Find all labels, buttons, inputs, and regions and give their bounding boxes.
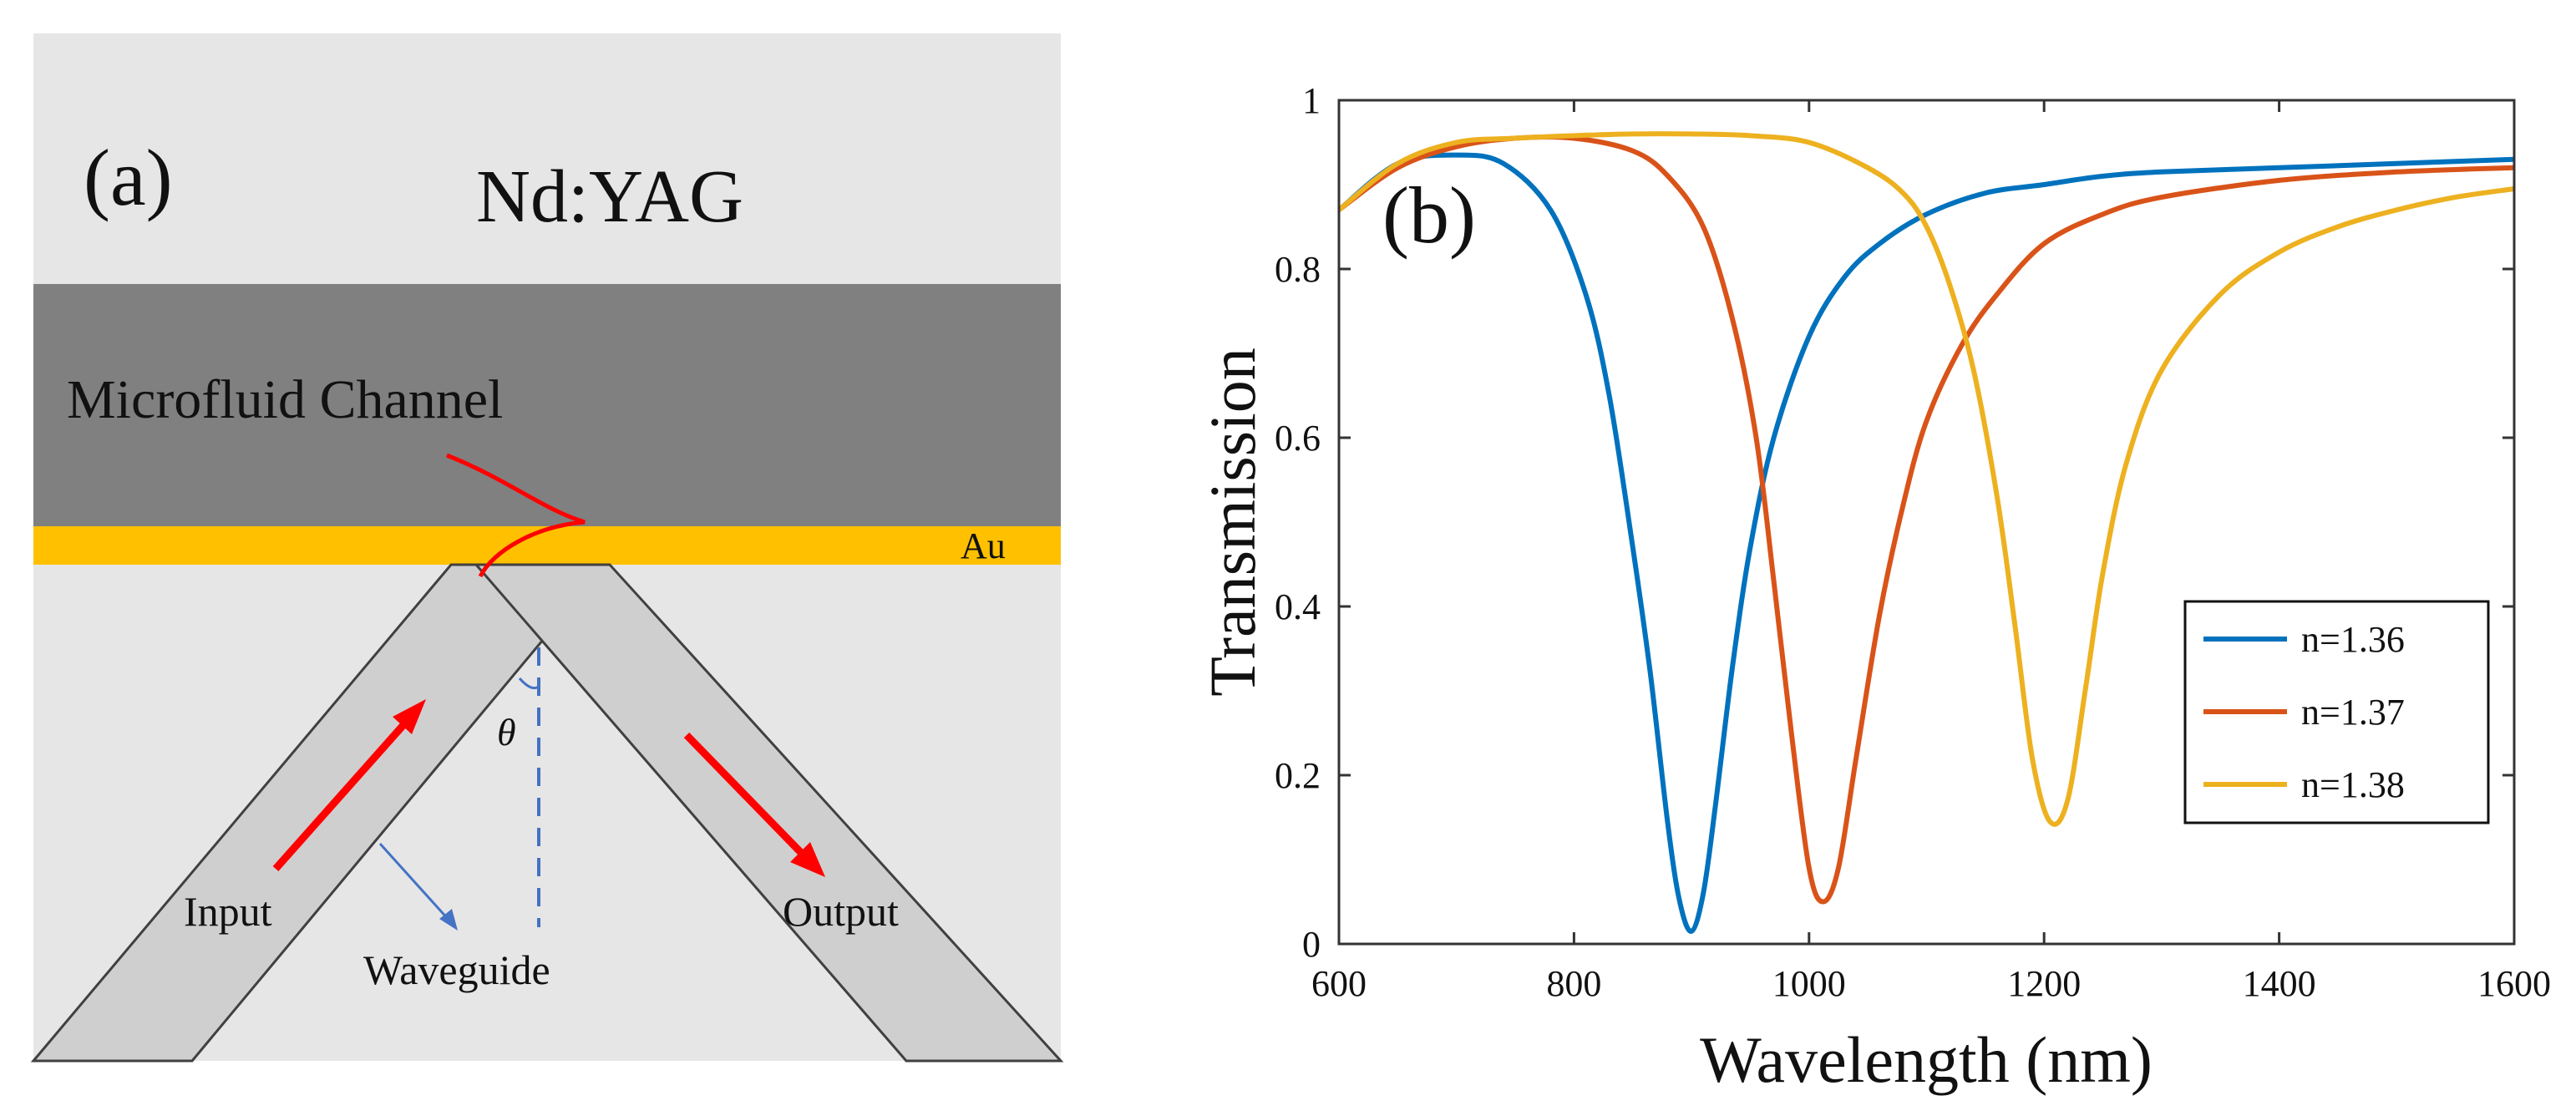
waveguide-pointer-arrow: [378, 842, 458, 931]
plot-frame: [1337, 99, 2516, 946]
angle-arc: [518, 677, 540, 690]
x-axis-label: Wavelength (nm): [1700, 1023, 2153, 1096]
input-arrow: [272, 699, 426, 871]
series-line-n137: [1337, 134, 2515, 905]
legend-entry-n138: n=1.38: [2301, 764, 2405, 805]
y-tick-label: 1: [1302, 80, 1321, 121]
legend-entry-n136: n=1.36: [2301, 619, 2405, 660]
x-tick-label: 1000: [1772, 963, 1846, 1004]
y-axis-label: Transmission: [1196, 348, 1269, 697]
output-waveguide: [473, 563, 1064, 1063]
x-tick-label: 1400: [2243, 963, 2316, 1004]
microfluid-channel-layer: [33, 284, 1061, 526]
series-line-n138: [1337, 131, 2515, 827]
theta-label: θ: [497, 711, 516, 753]
series-line-n136: [1337, 152, 2515, 934]
output-label: Output: [783, 888, 899, 935]
legend-entry-n137: n=1.37: [2301, 692, 2405, 733]
x-tick-label: 1200: [2007, 963, 2081, 1004]
panel-b-chart: 600 800 1000 1200 1400 1600 0 0.2 0.4 0.…: [1196, 80, 2551, 1096]
input-label: Input: [184, 888, 272, 935]
series-layer: [1337, 131, 2515, 934]
au-label: Au: [961, 525, 1006, 566]
nd-yag-label: Nd:YAG: [476, 155, 743, 238]
waveguide-label: Waveguide: [363, 946, 550, 993]
y-tick-label: 0.8: [1275, 249, 1321, 290]
microfluid-channel-label: Microfluid Channel: [67, 369, 503, 430]
panel-b-label: (b): [1382, 170, 1476, 260]
y-tick-label: 0.6: [1275, 418, 1321, 459]
x-tick-label: 600: [1311, 963, 1367, 1004]
y-tick-labels: 0 0.2 0.4 0.6 0.8 1: [1275, 80, 1321, 965]
y-tick-label: 0.4: [1275, 586, 1321, 627]
x-tick-label: 1600: [2477, 963, 2551, 1004]
legend: n=1.36 n=1.37 n=1.38: [2183, 600, 2490, 824]
x-tick-label: 800: [1546, 963, 1601, 1004]
panel-a-label: (a): [84, 133, 173, 222]
tick-layer: [1337, 99, 2516, 946]
gold-film-layer: [33, 526, 1061, 565]
y-tick-label: 0: [1302, 924, 1321, 965]
x-tick-labels: 600 800 1000 1200 1400 1600: [1311, 963, 2551, 1004]
output-arrow: [683, 732, 825, 877]
panel-a-schematic: (a) Nd:YAG Microfluid Channel Au θ Input…: [30, 33, 1064, 1063]
y-tick-label: 0.2: [1275, 755, 1321, 796]
evanescent-field-curve: [446, 453, 586, 578]
